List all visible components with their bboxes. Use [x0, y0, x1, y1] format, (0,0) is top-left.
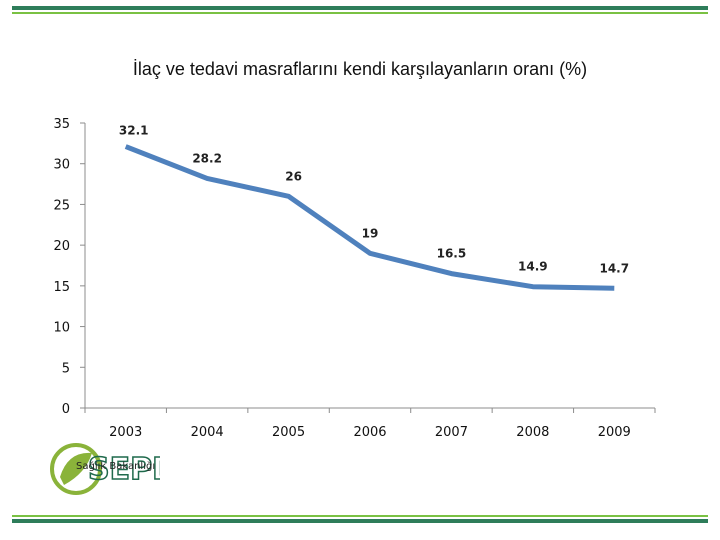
y-tick-label: 25 [53, 198, 70, 213]
top-rule-thick [12, 6, 708, 10]
data-label: 26 [285, 169, 302, 183]
x-tick-label: 2004 [191, 425, 224, 440]
data-label: 32.1 [119, 124, 149, 138]
y-tick-label: 10 [53, 321, 70, 336]
data-label: 14.9 [518, 260, 548, 274]
y-tick-label: 0 [62, 402, 70, 417]
x-tick-label: 2009 [598, 425, 631, 440]
logo: SEPD Sağlık Bakanlığı [50, 443, 178, 495]
top-rule-thin [12, 12, 708, 14]
y-axis-ticks: 0 5 10 15 20 25 30 35 [53, 117, 85, 417]
x-tick-label: 2008 [516, 425, 549, 440]
data-label: 14.7 [599, 261, 629, 275]
bottom-rule [12, 515, 708, 523]
chart-axes [84, 123, 655, 409]
y-tick-label: 20 [53, 239, 70, 254]
data-label: 19 [362, 226, 379, 240]
x-axis-ticks: 2003 2004 2005 2006 2007 2008 2009 [84, 408, 656, 440]
data-label: 28.2 [192, 151, 222, 165]
bottom-rule-thick [12, 519, 708, 523]
y-tick-label: 35 [53, 117, 70, 132]
data-label: 16.5 [437, 247, 467, 261]
x-tick-label: 2005 [272, 425, 305, 440]
data-labels: 32.1 28.2 26 19 16.5 14.9 14.7 [119, 124, 629, 276]
y-tick-label: 15 [53, 280, 70, 295]
series-line [124, 144, 615, 291]
chart-title: İlaç ve tedavi masraflarını kendi karşıl… [133, 59, 587, 79]
bottom-rule-thin [12, 515, 708, 517]
logo-text: Sağlık Bakanlığı [76, 461, 156, 472]
x-tick-label: 2007 [435, 425, 468, 440]
top-rule [12, 6, 708, 14]
x-tick-label: 2006 [353, 425, 386, 440]
y-tick-label: 5 [62, 361, 70, 376]
x-tick-label: 2003 [109, 425, 142, 440]
y-tick-label: 30 [53, 158, 70, 173]
